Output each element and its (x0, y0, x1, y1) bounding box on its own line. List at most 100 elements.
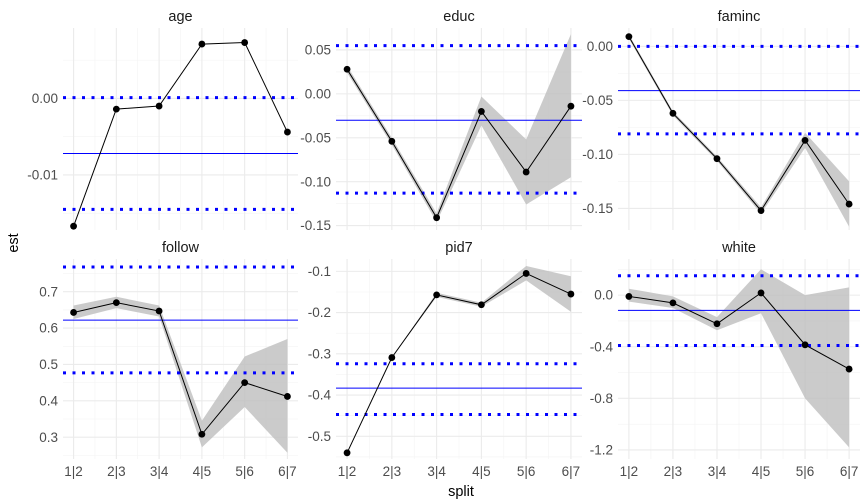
x-tick-label: 5|6 (517, 464, 536, 479)
y-tick-label: -0.05 (300, 130, 331, 145)
series-line (73, 41, 288, 227)
data-point (625, 33, 633, 41)
data-point (241, 39, 249, 46)
x-tick-label: 5|6 (796, 464, 815, 479)
data-point (567, 102, 575, 110)
data-point (241, 379, 249, 387)
panel-follow: follow 0.3 0.4 0.5 0.6 0.7 1|2 2|3 3|4 4|5 5|6 6|7 (39, 240, 298, 479)
data-point (713, 320, 721, 328)
data-point (112, 299, 120, 307)
x-tick-label: 3|4 (150, 464, 169, 479)
data-point (284, 128, 291, 136)
panel-title-pid7: pid7 (445, 240, 472, 256)
y-tick-label: -0.4 (308, 388, 332, 403)
panel-title-educ: educ (443, 9, 474, 25)
panel-pid7: pid7 -0.5 -0.4 -0.3 -0.2 -0.1 1|2 2|3 3|4 4|5 5|6 6… (308, 240, 582, 479)
data-point (522, 168, 530, 176)
data-point (284, 393, 291, 400)
chart-panels: age -0.01 0.00 educ -0.15 -0.10 -0.05 0.00 0.05 f… (27, 9, 860, 479)
series-line (628, 36, 850, 212)
x-tick-label: 3|4 (708, 464, 727, 479)
panel-white: white -1.2 -0.8 -0.4 0.0 1|2 2|3 3|4 4|5 5|6 6|7 (590, 240, 860, 479)
x-tick-label: 1|2 (64, 464, 83, 479)
data-point (477, 108, 485, 115)
y-axis-label: est (6, 233, 22, 252)
y-tick-label: 0.05 (305, 43, 331, 58)
data-point (845, 365, 853, 373)
y-tick-label: 0.0 (594, 288, 613, 303)
panel-title-age: age (168, 9, 192, 25)
panel-title-white: white (721, 240, 756, 256)
series-line (346, 272, 572, 454)
data-point (567, 290, 575, 298)
y-tick-label: -1.2 (590, 443, 613, 458)
x-tick-label: 2|3 (107, 464, 126, 479)
data-point (70, 222, 77, 230)
data-point (801, 136, 809, 144)
data-point (801, 341, 809, 349)
y-tick-label: -0.1 (308, 264, 331, 279)
x-tick-label: 4|5 (472, 464, 491, 479)
y-tick-label: -0.15 (300, 218, 331, 233)
data-point (713, 155, 721, 163)
y-tick-label: -0.8 (590, 391, 613, 406)
panel-educ: educ -0.15 -0.10 -0.05 0.00 0.05 (300, 9, 582, 233)
y-tick-label: -0.15 (582, 201, 613, 216)
x-tick-label: 1|2 (620, 464, 639, 479)
data-point (388, 137, 396, 145)
data-point (433, 291, 441, 299)
x-tick-label: 5|6 (235, 464, 254, 479)
x-tick-label: 6|7 (840, 464, 859, 479)
x-tick-label: 4|5 (752, 464, 771, 479)
x-axis-label: split (448, 484, 474, 500)
y-tick-label: -0.4 (590, 339, 614, 354)
data-point (155, 307, 163, 315)
data-point (669, 299, 677, 307)
series-line (346, 69, 572, 219)
y-tick-label: 0.5 (39, 357, 58, 372)
y-tick-label: 0.4 (39, 393, 58, 408)
y-tick-label: 0.00 (305, 86, 331, 101)
confidence-ribbon (628, 269, 850, 448)
data-point (198, 430, 206, 438)
data-point (388, 354, 396, 361)
x-tick-label: 3|4 (427, 464, 446, 479)
x-tick-label: 2|3 (664, 464, 683, 479)
y-tick-label: -0.2 (308, 305, 331, 320)
data-point (112, 105, 120, 113)
y-tick-label: 0.00 (32, 91, 58, 106)
y-tick-label: -0.05 (582, 93, 613, 108)
series-line (628, 292, 850, 370)
data-point (70, 309, 77, 316)
data-point (522, 270, 530, 277)
y-tick-label: -0.5 (308, 429, 331, 444)
data-point (625, 293, 633, 300)
data-point (669, 109, 677, 117)
data-point (155, 102, 163, 110)
x-tick-label: 2|3 (383, 464, 402, 479)
y-tick-label: 0.7 (39, 284, 58, 299)
data-point (343, 65, 351, 73)
panel-title-faminc: faminc (718, 9, 761, 25)
confidence-ribbon (347, 266, 571, 453)
x-tick-label: 6|7 (278, 464, 297, 479)
data-point (433, 214, 441, 222)
x-tick-label: 6|7 (562, 464, 581, 479)
data-point (845, 200, 853, 208)
data-point (477, 301, 485, 309)
y-tick-label: -0.01 (27, 168, 58, 183)
data-point (198, 40, 206, 48)
panel-age: age -0.01 0.00 (27, 9, 298, 230)
y-tick-label: 0.6 (39, 321, 58, 336)
data-point (757, 289, 765, 297)
panel-title-follow: follow (162, 240, 200, 256)
confidence-ribbon (347, 34, 571, 223)
data-point (757, 207, 765, 214)
y-tick-label: 0.00 (587, 39, 613, 54)
y-tick-label: -0.10 (582, 147, 613, 162)
confidence-ribbon (73, 296, 288, 453)
x-tick-label: 4|5 (193, 464, 212, 479)
y-tick-label: -0.3 (308, 346, 331, 361)
series-line (73, 302, 288, 436)
